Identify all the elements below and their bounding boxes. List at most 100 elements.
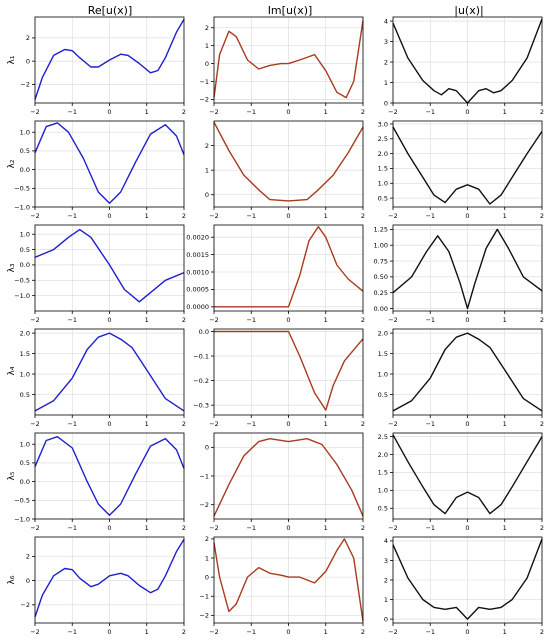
panel-r3-abs-ytick-label-2: 0.50	[374, 273, 388, 281]
panel-r6-abs-xtick-label-1: −1	[425, 628, 435, 636]
panel-r4-abs-xtick-label-2: 0	[465, 420, 469, 428]
panel-r6-imag-xtick-label-0: −2	[209, 628, 219, 636]
panel-r1-abs-ytick-label-2: 2	[384, 58, 388, 66]
panel-r4-real-ytick-label-1: 1.0	[20, 370, 30, 378]
panel-r5-abs-ytick-label-1: 1.0	[378, 487, 388, 495]
panel-r3-imag-curve	[214, 226, 364, 308]
panel-r4-real-ytick-label-2: 1.5	[20, 350, 30, 358]
panel-r2-abs-xtick-label-0: −2	[388, 212, 398, 220]
panel-r6-abs-ytick-label-4: 4	[384, 537, 388, 545]
panel-r5-imag-xtick-label-0: −2	[209, 524, 219, 532]
panel-r6-imag-xtick-label-4: 2	[361, 628, 365, 636]
panel-r2-imag-curve	[213, 121, 364, 202]
row-label-6: λ₆	[7, 575, 17, 584]
panel-r2-real-ytick-label-1: −0.5	[14, 185, 30, 193]
panel-r4-real-xtick-label-2: 0	[107, 420, 111, 428]
panel-r2-imag-xtick-label-3: 1	[324, 212, 328, 220]
panel-r4-real-xtick-label-0: −2	[30, 420, 40, 428]
panel-r1-imag-ytick-label-2: 0	[205, 60, 209, 68]
panel-r2-abs-xtick-label-3: 1	[503, 212, 507, 220]
panel-r5-abs-ytick-label-4: 2.5	[378, 433, 388, 441]
panel-r2-imag-xtick-label-1: −1	[246, 212, 256, 220]
panel-r1-abs-xtick-label-0: −2	[388, 108, 398, 116]
panel-r1-imag-ytick-label-1: −1	[199, 78, 209, 86]
panel-r5-imag-ytick-label-1: −1	[199, 472, 209, 480]
panel-r1-real-ytick-label-1: 0	[26, 57, 30, 65]
panel-r3-abs-xtick-label-4: 2	[540, 316, 544, 324]
panel-r6-imag-ytick-label-1: −1	[199, 593, 209, 601]
panel-r6-real-ytick-label-1: 0	[26, 577, 30, 585]
panel-r5-real-xtick-label-4: 2	[182, 524, 186, 532]
panel-r5-imag: −2 −1 0 1 2 −2 −1 0	[199, 432, 365, 532]
panel-r1-real-ytick-label-2: 2	[26, 34, 30, 42]
panel-r2-abs-ytick-label-0: 0.5	[378, 194, 388, 202]
panel-r4-imag-ytick-label-2: −0.1	[193, 352, 209, 360]
panel-r6-imag-ytick-label-4: 2	[205, 535, 209, 543]
panel-r2-real-ytick-label-4: 1.0	[20, 129, 30, 137]
panel-r3-imag-xtick-label-3: 1	[324, 316, 328, 324]
panel-r2-imag-ytick-label-2: 2	[205, 142, 209, 150]
panel-r6-abs-ytick-label-0: 0	[384, 615, 388, 623]
panel-r4-abs-ytick-label-3: 2.0	[378, 329, 388, 337]
panel-r2-abs-ytick-label-3: 2.0	[378, 150, 388, 158]
panel-r6-imag-xtick-label-2: 0	[286, 628, 290, 636]
panel-r5-real-xtick-label-1: −1	[67, 524, 77, 532]
column-title-abs: |u(x)|	[454, 4, 483, 17]
panel-r4-abs-xtick-label-4: 2	[540, 420, 544, 428]
panel-r2-real-ytick-label-3: 0.5	[20, 147, 30, 155]
panel-r2-abs-curve	[392, 126, 543, 205]
panel-r3-real-ytick-label-4: 1.0	[20, 231, 30, 239]
panel-r6-real-xtick-label-2: 0	[107, 628, 111, 636]
panel-r1-real: −2 −1 0 1 2 −2 0 2	[20, 16, 186, 116]
panel-r2-real-curve	[34, 122, 185, 204]
panel-r5-abs: −2 −1 0 1 2 0.5 1.0 1.5 2.0 2.5	[378, 432, 544, 532]
panel-r4-abs-xtick-label-3: 1	[503, 420, 507, 428]
panel-r2-real-xtick-label-1: −1	[67, 212, 77, 220]
panel-r1-imag-curve	[213, 20, 364, 99]
panel-r2-abs-ytick-label-1: 1.0	[378, 180, 388, 188]
panel-r3-imag-xtick-label-1: −1	[246, 316, 256, 324]
panel-r2-real: −2 −1 0 1 2 −1.0 −0.5 0.0 0.5 1.0	[14, 120, 186, 220]
panel-r6-imag: −2 −1 0 1 2 −2 −1 0 1 2	[199, 535, 365, 636]
panel-r1-abs-xtick-label-3: 1	[503, 108, 507, 116]
panel-r3-real-xtick-label-3: 1	[145, 316, 149, 324]
row-labels: λ₁ λ₂ λ₃ λ₄ λ₅ λ₆	[7, 55, 17, 584]
panel-r3-abs-ytick-label-3: 0.75	[374, 257, 388, 265]
panel-r5-real-ytick-label-0: −1.0	[14, 515, 30, 523]
panel-r6-imag-ytick-label-3: 1	[205, 554, 209, 562]
panel-r5-imag-ytick-label-2: 0	[205, 444, 209, 452]
panel-r3-imag-xtick-label-0: −2	[209, 316, 219, 324]
panel-r3-abs-xtick-label-2: 0	[465, 316, 469, 324]
panel-r1-real-xtick-label-3: 1	[145, 108, 149, 116]
panel-r6-real-xtick-label-3: 1	[145, 628, 149, 636]
panel-r6-imag-ytick-label-2: 0	[205, 573, 209, 581]
panel-r4-abs: −2 −1 0 1 2 0.5 1.0 1.5 2.0	[378, 328, 544, 428]
panel-r2-abs-xtick-label-4: 2	[540, 212, 544, 220]
panel-r3-real-xtick-label-0: −2	[30, 316, 40, 324]
panel-r4-imag: −2 −1 0 1 2 −0.3 −0.2 −0.1 0.0	[193, 328, 365, 428]
panel-r5-abs-xtick-label-2: 0	[465, 524, 469, 532]
panel-r5-imag-xtick-label-3: 1	[324, 524, 328, 532]
panel-r3-imag-ytick-label-3: 0.0015	[186, 251, 209, 259]
panel-r1-imag-ytick-label-4: 2	[205, 24, 209, 32]
panel-r4-imag-xtick-label-3: 1	[324, 420, 328, 428]
panel-r2-real-xtick-label-3: 1	[145, 212, 149, 220]
panel-r3-abs: −2 −1 0 1 2 0.00 0.25 0.50 0.75 1.00 1.25	[374, 224, 544, 324]
panel-r1-imag-ytick-label-3: 1	[205, 42, 209, 50]
panel-r4-imag-ytick-label-0: −0.3	[193, 401, 209, 409]
panel-r3-imag: −2 −1 0 1 2 0.0000 0.0005 0.0010 0.0015 0.0020	[186, 224, 365, 324]
panel-r2-abs-xtick-label-1: −1	[425, 212, 435, 220]
panel-r1-abs-xtick-label-4: 2	[540, 108, 544, 116]
panel-r5-imag-xtick-label-2: 0	[286, 524, 290, 532]
panel-r3-real-ytick-label-1: −0.5	[14, 277, 30, 285]
panel-r6-abs: −2 −1 0 1 2 0 1 2 3 4	[384, 536, 544, 636]
panel-r3-abs-ytick-label-5: 1.25	[374, 226, 388, 234]
panel-r2-abs-ytick-label-2: 1.5	[378, 165, 388, 173]
panel-r5-real-ytick-label-2: 0.0	[20, 478, 30, 486]
panel-r4-real-ytick-label-0: 0.5	[20, 391, 30, 399]
panel-r4-abs-curve	[392, 332, 543, 412]
panel-r5-imag-xtick-label-4: 2	[361, 524, 365, 532]
panel-r4-imag-ytick-label-1: −0.2	[193, 377, 209, 385]
